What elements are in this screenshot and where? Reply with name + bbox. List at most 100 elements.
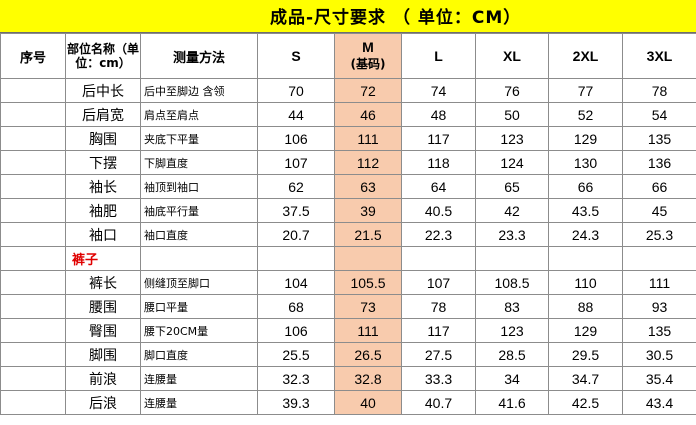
row-value-xl: 108.5: [475, 270, 549, 295]
row-method: 袖底平行量: [140, 198, 258, 223]
row-value-s: 104: [257, 270, 335, 295]
table-row: 后中长 后中至脚边 含领 70 72 74 76 77 78: [0, 78, 696, 103]
row-value-2xl: 129: [548, 318, 623, 343]
table-row: 袖肥 袖底平行量 37.5 39 40.5 42 43.5 45: [0, 198, 696, 223]
table-row: 腰围 腰口平量 68 73 78 83 88 93: [0, 294, 696, 319]
row-part: 脚围: [65, 342, 141, 367]
row-value-3xl: 136: [622, 150, 696, 175]
row-part: 袖肥: [65, 198, 141, 223]
row-part: 袖长: [65, 174, 141, 199]
row-value-m: 63: [334, 174, 402, 199]
row-value-3xl: 93: [622, 294, 696, 319]
row-value-s: 68: [257, 294, 335, 319]
row-value-3xl: 135: [622, 126, 696, 151]
row-value-m: 72: [334, 78, 402, 103]
row-part: 后肩宽: [65, 102, 141, 127]
row-index-cell: [0, 318, 66, 343]
row-value-m: 39: [334, 198, 402, 223]
row-part: 臀围: [65, 318, 141, 343]
header-size-3xl: 3XL: [622, 33, 696, 79]
table-row: 后浪 连腰量 39.3 40 40.7 41.6 42.5 43.4: [0, 390, 696, 415]
row-part: 下摆: [65, 150, 141, 175]
row-value-xl: 41.6: [475, 390, 549, 415]
row-value-xl: 123: [475, 126, 549, 151]
row-index-cell: [0, 390, 66, 415]
row-value-s: 39.3: [257, 390, 335, 415]
row-value-m: 111: [334, 318, 402, 343]
row-value-l: 107: [401, 270, 476, 295]
size-table: 序号 部位名称（单位：cm） 测量方法 S M (基码) L XL 2XL 3X…: [0, 33, 696, 415]
row-part: 后中长: [65, 78, 141, 103]
row-index-cell: [0, 294, 66, 319]
row-method: 肩点至肩点: [140, 102, 258, 127]
row-value-m: 26.5: [334, 342, 402, 367]
section-empty-cell: [334, 246, 402, 271]
row-part: 后浪: [65, 390, 141, 415]
row-value-m: 112: [334, 150, 402, 175]
header-part-label: 部位名称（单位：cm）: [66, 42, 139, 70]
row-value-xl: 50: [475, 102, 549, 127]
row-value-l: 117: [401, 126, 476, 151]
row-part: 胸围: [65, 126, 141, 151]
header-size-m: M (基码): [334, 33, 402, 79]
row-value-m: 73: [334, 294, 402, 319]
row-value-xl: 23.3: [475, 222, 549, 247]
row-index-cell: [0, 126, 66, 151]
row-value-3xl: 66: [622, 174, 696, 199]
row-index-cell: [0, 366, 66, 391]
header-size-l: L: [401, 33, 476, 79]
section-empty-cell: [475, 246, 549, 271]
row-value-2xl: 29.5: [548, 342, 623, 367]
row-part: 前浪: [65, 366, 141, 391]
row-value-3xl: 78: [622, 78, 696, 103]
row-value-l: 74: [401, 78, 476, 103]
row-method: 袖顶到袖口: [140, 174, 258, 199]
row-value-m: 46: [334, 102, 402, 127]
row-value-l: 33.3: [401, 366, 476, 391]
row-value-m: 111: [334, 126, 402, 151]
section-label: 裤子: [65, 246, 141, 271]
table-row: 前浪 连腰量 32.3 32.8 33.3 34 34.7 35.4: [0, 366, 696, 391]
row-value-3xl: 25.3: [622, 222, 696, 247]
row-value-s: 32.3: [257, 366, 335, 391]
row-value-2xl: 43.5: [548, 198, 623, 223]
title-bar: 成品-尺寸要求 （ 单位：CM）: [0, 0, 696, 33]
section-empty-cell: [548, 246, 623, 271]
row-value-3xl: 135: [622, 318, 696, 343]
row-value-2xl: 110: [548, 270, 623, 295]
row-method: 夹底下平量: [140, 126, 258, 151]
row-value-m: 32.8: [334, 366, 402, 391]
row-value-2xl: 130: [548, 150, 623, 175]
header-base-note: (基码): [350, 57, 386, 71]
row-method: 腰下20CM量: [140, 318, 258, 343]
table-row: 脚围 脚口直度 25.5 26.5 27.5 28.5 29.5 30.5: [0, 342, 696, 367]
page-title: 成品-尺寸要求 （ 单位：CM）: [270, 8, 522, 28]
row-value-3xl: 54: [622, 102, 696, 127]
row-value-l: 48: [401, 102, 476, 127]
row-index-cell: [0, 222, 66, 247]
row-value-3xl: 111: [622, 270, 696, 295]
row-method: 后中至脚边 含领: [140, 78, 258, 103]
row-value-l: 40.5: [401, 198, 476, 223]
row-index-cell: [0, 174, 66, 199]
section-index-cell: [0, 246, 66, 271]
row-value-l: 40.7: [401, 390, 476, 415]
row-value-xl: 42: [475, 198, 549, 223]
table-row: 裤长 侧缝顶至脚口 104 105.5 107 108.5 110 111: [0, 270, 696, 295]
row-value-2xl: 24.3: [548, 222, 623, 247]
row-value-xl: 76: [475, 78, 549, 103]
row-part: 裤长: [65, 270, 141, 295]
row-value-s: 106: [257, 318, 335, 343]
row-value-xl: 34: [475, 366, 549, 391]
row-part: 袖口: [65, 222, 141, 247]
row-value-m: 40: [334, 390, 402, 415]
row-method: 腰口平量: [140, 294, 258, 319]
row-value-l: 117: [401, 318, 476, 343]
row-value-3xl: 43.4: [622, 390, 696, 415]
row-value-xl: 83: [475, 294, 549, 319]
row-value-3xl: 30.5: [622, 342, 696, 367]
row-value-xl: 123: [475, 318, 549, 343]
row-value-s: 44: [257, 102, 335, 127]
section-empty-cell: [622, 246, 696, 271]
header-size-m-label: M: [362, 39, 374, 55]
